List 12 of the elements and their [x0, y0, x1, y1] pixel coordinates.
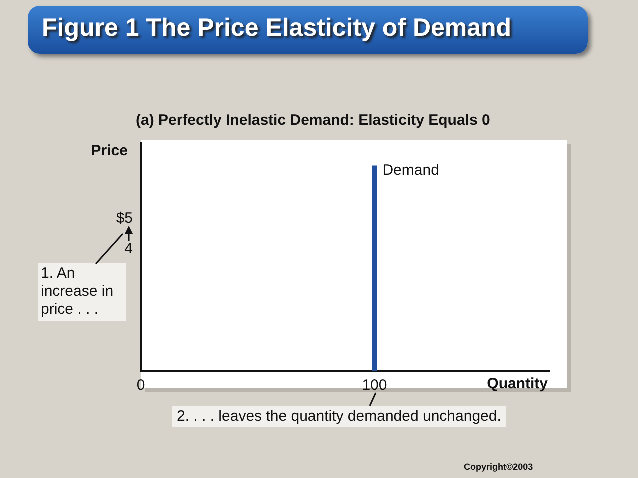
y-tick-label: 4	[124, 240, 133, 258]
y-tick-label: $5	[116, 210, 133, 228]
chart-subtitle: (a) Perfectly Inelastic Demand: Elasticity Equals 0	[136, 112, 490, 129]
text: 1. An increase in price . . .	[38, 263, 126, 321]
x-tick-label: 0	[136, 377, 146, 394]
series-label: Demand	[382, 162, 440, 179]
x-tick-label: 100	[362, 377, 388, 394]
y-axis-title: Price	[91, 142, 128, 160]
text: 2. . . . leaves the quantity demanded unchanged.	[172, 406, 506, 427]
chart-title: Figure 1 The Price Elasticity of Demand	[42, 14, 512, 43]
x-axis-title: Quantity	[487, 376, 549, 393]
text: Copyright©2003	[464, 462, 534, 472]
